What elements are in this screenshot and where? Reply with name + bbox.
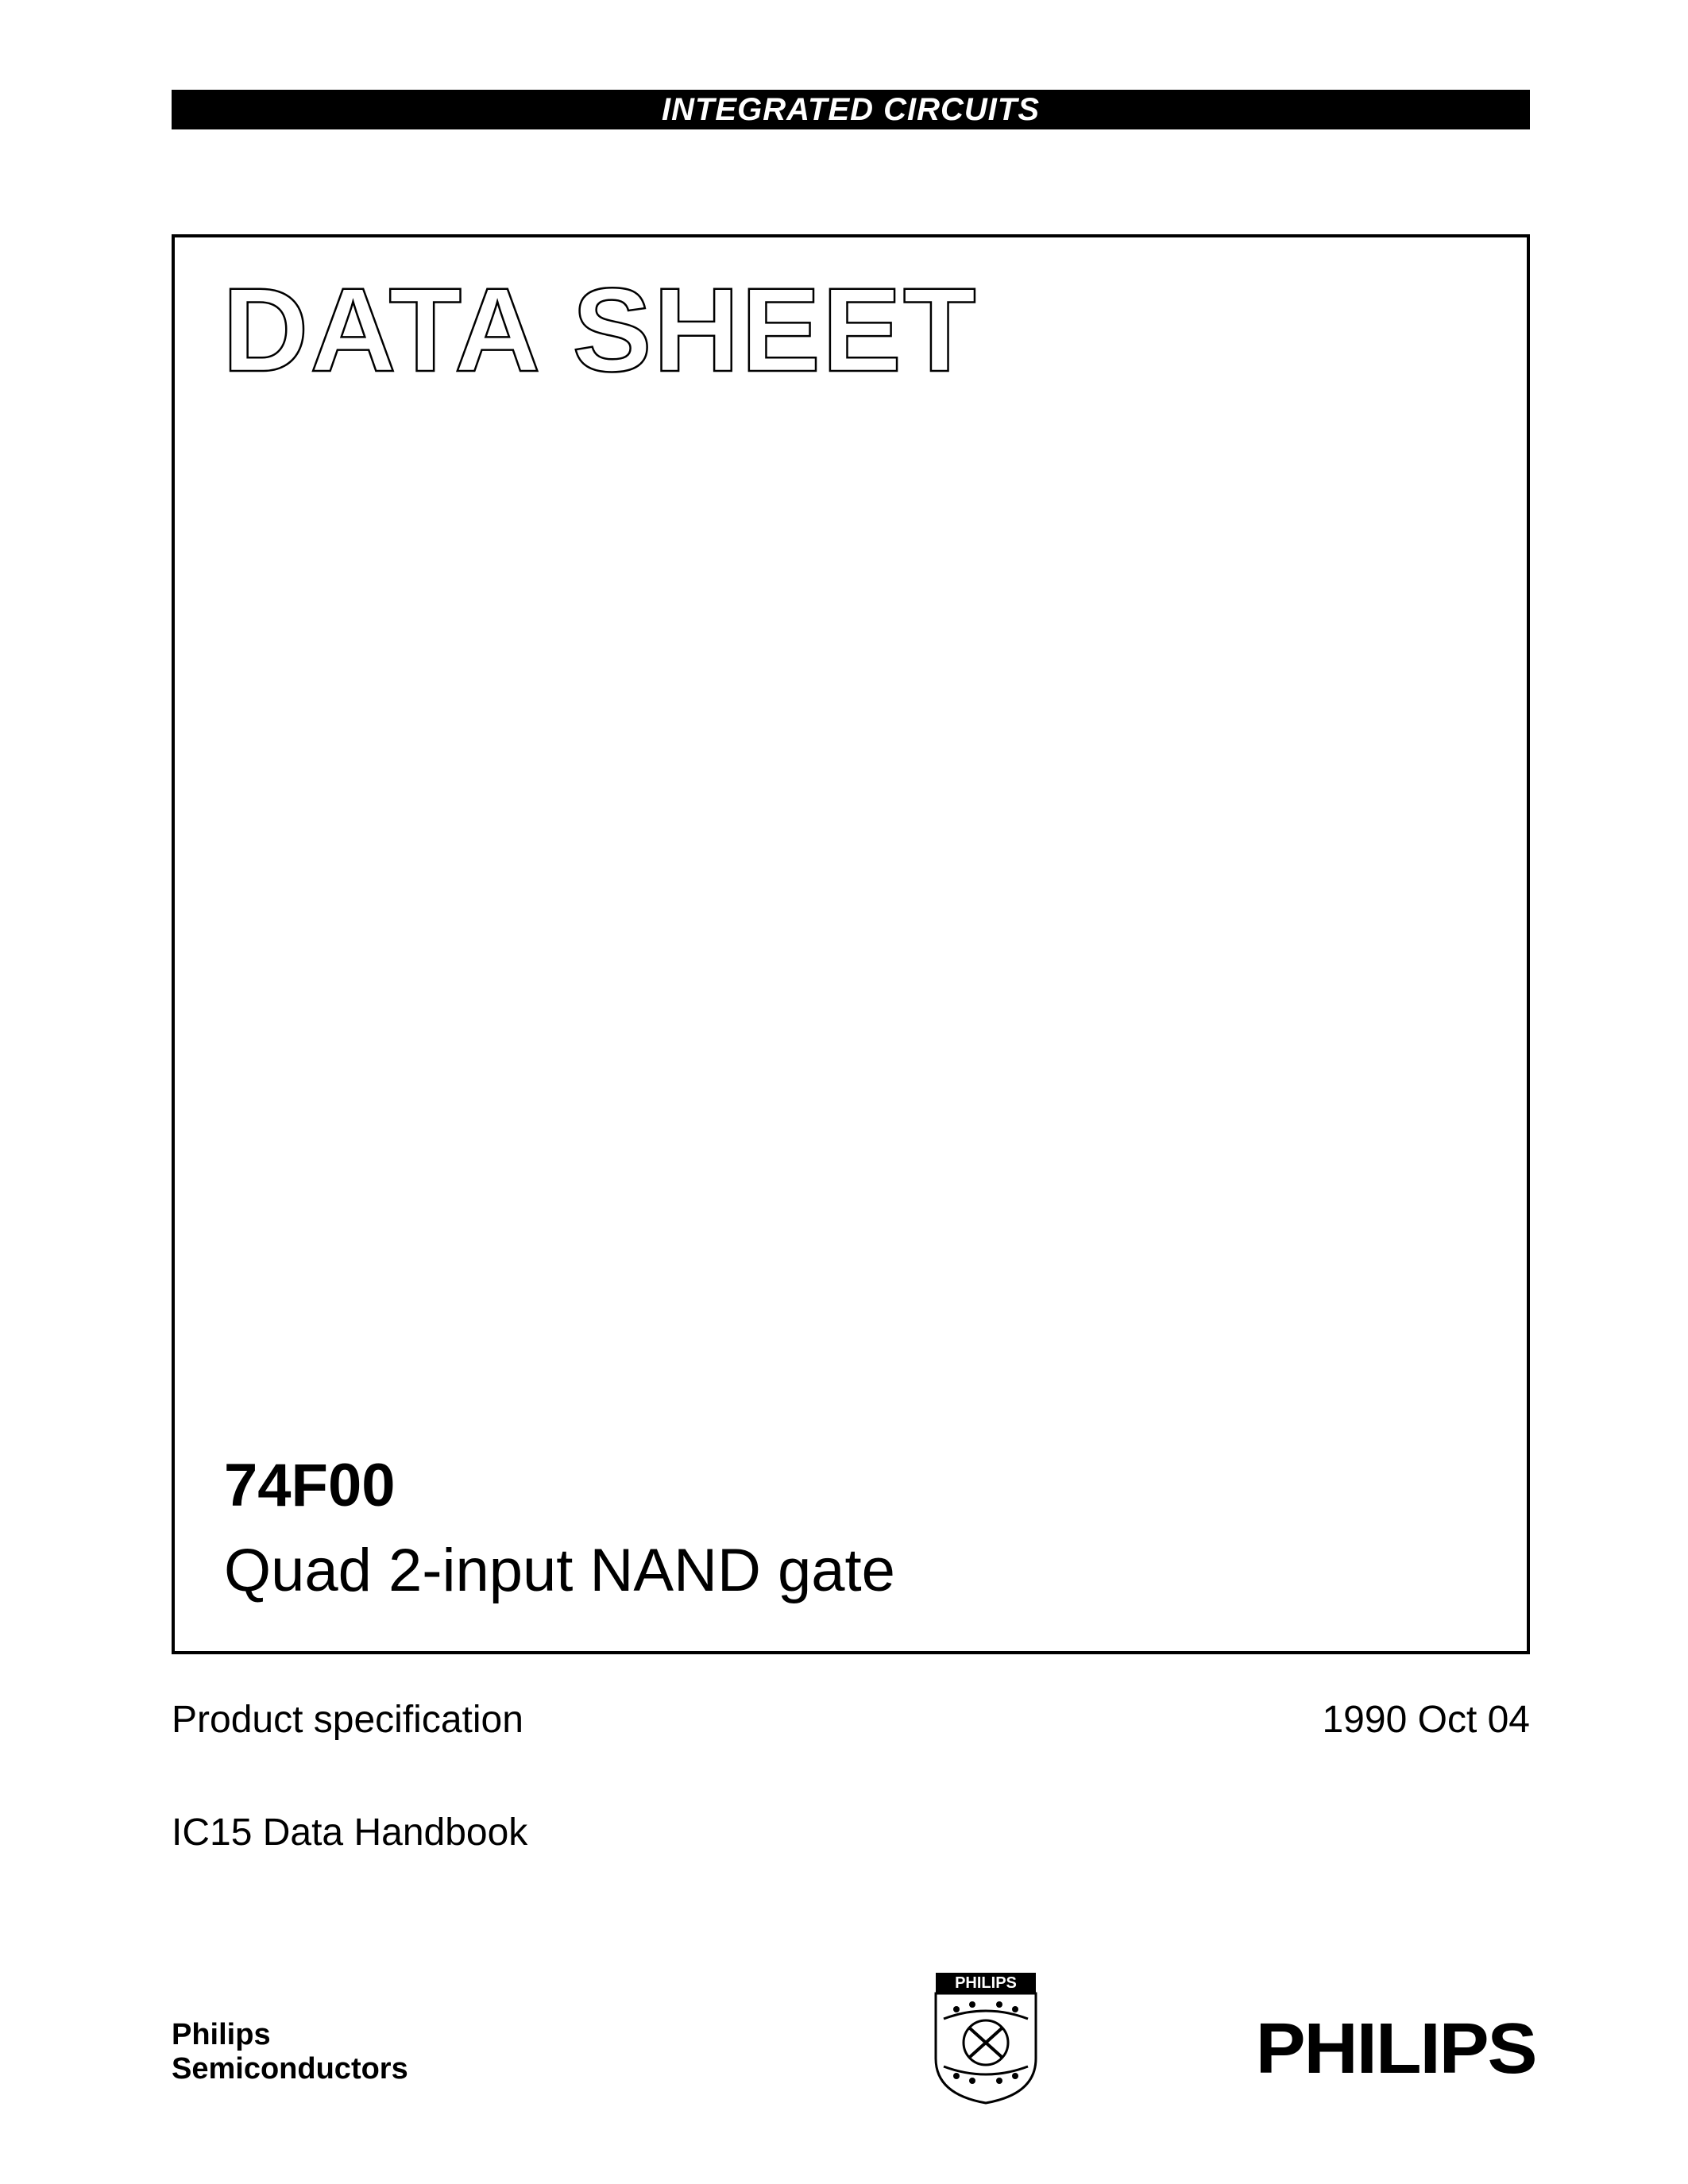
datasheet-outline-title: DATA SHEET: [222, 276, 1160, 395]
header-banner-text: INTEGRATED CIRCUITS: [662, 92, 1040, 128]
footer-company-line1: Philips: [172, 2018, 408, 2053]
content-frame: DATA SHEET 74F00 Quad 2-input NAND gate: [172, 234, 1530, 1654]
footer-brand-wordmark: PHILIPS: [1256, 2008, 1536, 2090]
datasheet-outline-text: DATA SHEET: [222, 276, 978, 395]
handbook-label: IC15 Data Handbook: [172, 1811, 527, 1854]
footer-company-line2: Semiconductors: [172, 2052, 408, 2087]
header-banner: INTEGRATED CIRCUITS: [172, 90, 1530, 129]
part-description: Quad 2-input NAND gate: [224, 1536, 895, 1605]
spec-label: Product specification: [172, 1698, 523, 1742]
philips-shield-icon: PHILIPS: [934, 1971, 1037, 2105]
footer-company: Philips Semiconductors: [172, 2018, 408, 2087]
part-number: 74F00: [224, 1451, 396, 1520]
svg-text:PHILIPS: PHILIPS: [955, 1974, 1017, 1992]
spec-date: 1990 Oct 04: [1322, 1698, 1530, 1742]
spec-row: Product specification 1990 Oct 04: [172, 1698, 1530, 1742]
